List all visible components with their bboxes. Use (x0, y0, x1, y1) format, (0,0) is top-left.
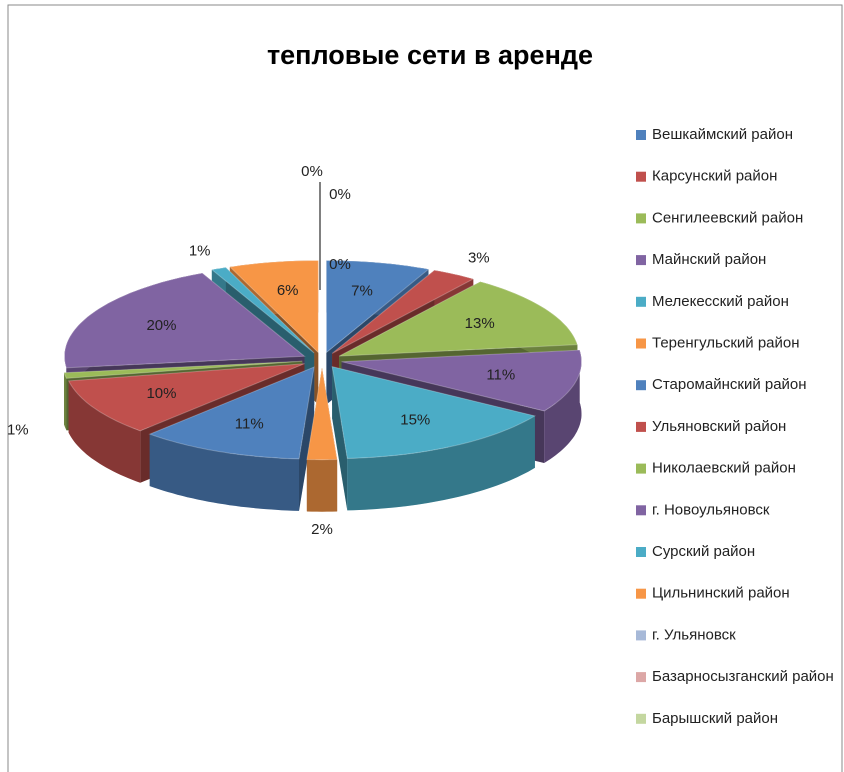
data-label: 13% (465, 315, 495, 332)
legend-swatch (636, 171, 646, 182)
slice-outer-wall (544, 350, 582, 463)
pie-slice (331, 269, 475, 354)
data-label: 7% (351, 282, 373, 299)
legend-swatch (636, 421, 646, 432)
pie-slice (228, 260, 319, 354)
slice-outer-wall (149, 434, 299, 511)
slice-shade (544, 350, 582, 463)
legend-label: Базарносызганский район (652, 668, 834, 685)
legend-label: Цильнинский район (652, 585, 790, 602)
legend-label: Сурский район (652, 543, 755, 560)
slice-outer-wall (306, 459, 338, 512)
legend: Вешкаймский район Карсунский район Сенгиле… (636, 126, 834, 727)
legend-swatch (636, 505, 646, 516)
legend-swatch (636, 630, 646, 641)
legend-label: Карсунский район (652, 168, 777, 185)
legend-label: Майнский район (652, 251, 766, 268)
pie-slice (63, 360, 303, 379)
legend-swatch (636, 255, 646, 266)
slice-outer-wall (64, 372, 67, 431)
pie-slice (64, 272, 306, 369)
data-label: 11% (235, 415, 264, 432)
data-label: 0% (329, 256, 351, 273)
legend-swatch (636, 547, 646, 557)
slice-outer-wall (347, 415, 535, 511)
legend-swatch (636, 130, 646, 140)
data-labels: 7% 3% 13% 11% 15% 2% 11% 10% 1% 20% 1% 6% 0% 0% 0% (7, 163, 515, 538)
legend-label: г. Ульяновск (652, 626, 736, 643)
legend-label: Теренгульский район (652, 334, 800, 351)
legend-label: Вешкаймский район (652, 126, 793, 143)
legend-label: Николаевский район (652, 460, 796, 477)
data-label: 2% (311, 521, 333, 538)
pie-tops (63, 182, 582, 461)
data-label: 1% (189, 243, 211, 260)
slice-shade (149, 434, 299, 511)
legend-swatch (636, 380, 646, 391)
legend-swatch (636, 296, 646, 307)
slice-outer-wall (68, 380, 141, 483)
chart-title: тепловые сети в аренде (267, 40, 593, 70)
slice-cut-face (332, 366, 348, 511)
legend-swatch (636, 463, 646, 474)
data-label: 10% (146, 385, 176, 402)
legend-label: Сенгилеевский район (652, 209, 803, 226)
slice-shade (332, 366, 348, 511)
legend-label: Старомайнский район (652, 376, 807, 393)
legend-swatch (636, 672, 646, 683)
legend-swatch (636, 338, 646, 349)
pie-slice (341, 349, 582, 412)
pie-slice (148, 366, 315, 460)
legend-label: Барышский район (652, 710, 778, 727)
legend-swatch (636, 713, 646, 724)
pie-slice (331, 365, 537, 459)
slice-shade (68, 380, 141, 483)
legend-swatch (636, 213, 646, 224)
data-label: 1% (7, 421, 29, 438)
pie-slice (325, 260, 430, 354)
data-label: 15% (400, 411, 430, 428)
data-label: 0% (329, 186, 351, 203)
legend-swatch (636, 588, 646, 599)
pie-slice (306, 367, 338, 461)
legend-label: Мелекесский район (652, 293, 789, 310)
data-label: 6% (277, 282, 299, 299)
slice-shade (306, 459, 338, 512)
data-label: 3% (468, 249, 490, 266)
legend-label: Ульяновский район (652, 418, 786, 435)
pie-slice (210, 266, 315, 354)
data-label: 0% (301, 163, 323, 180)
slice-shade (64, 372, 67, 431)
pie-slice (67, 363, 305, 432)
legend-label: г. Новоульяновск (652, 501, 770, 518)
slice-shade (347, 415, 535, 511)
data-label: 20% (146, 317, 176, 334)
data-label: 11% (486, 366, 515, 383)
pie-slice (338, 281, 578, 357)
